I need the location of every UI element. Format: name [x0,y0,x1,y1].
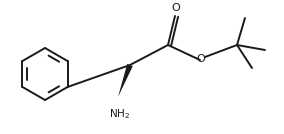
Text: NH$_2$: NH$_2$ [109,107,131,121]
Text: O: O [172,3,180,13]
Text: O: O [197,54,205,64]
Polygon shape [118,64,133,97]
